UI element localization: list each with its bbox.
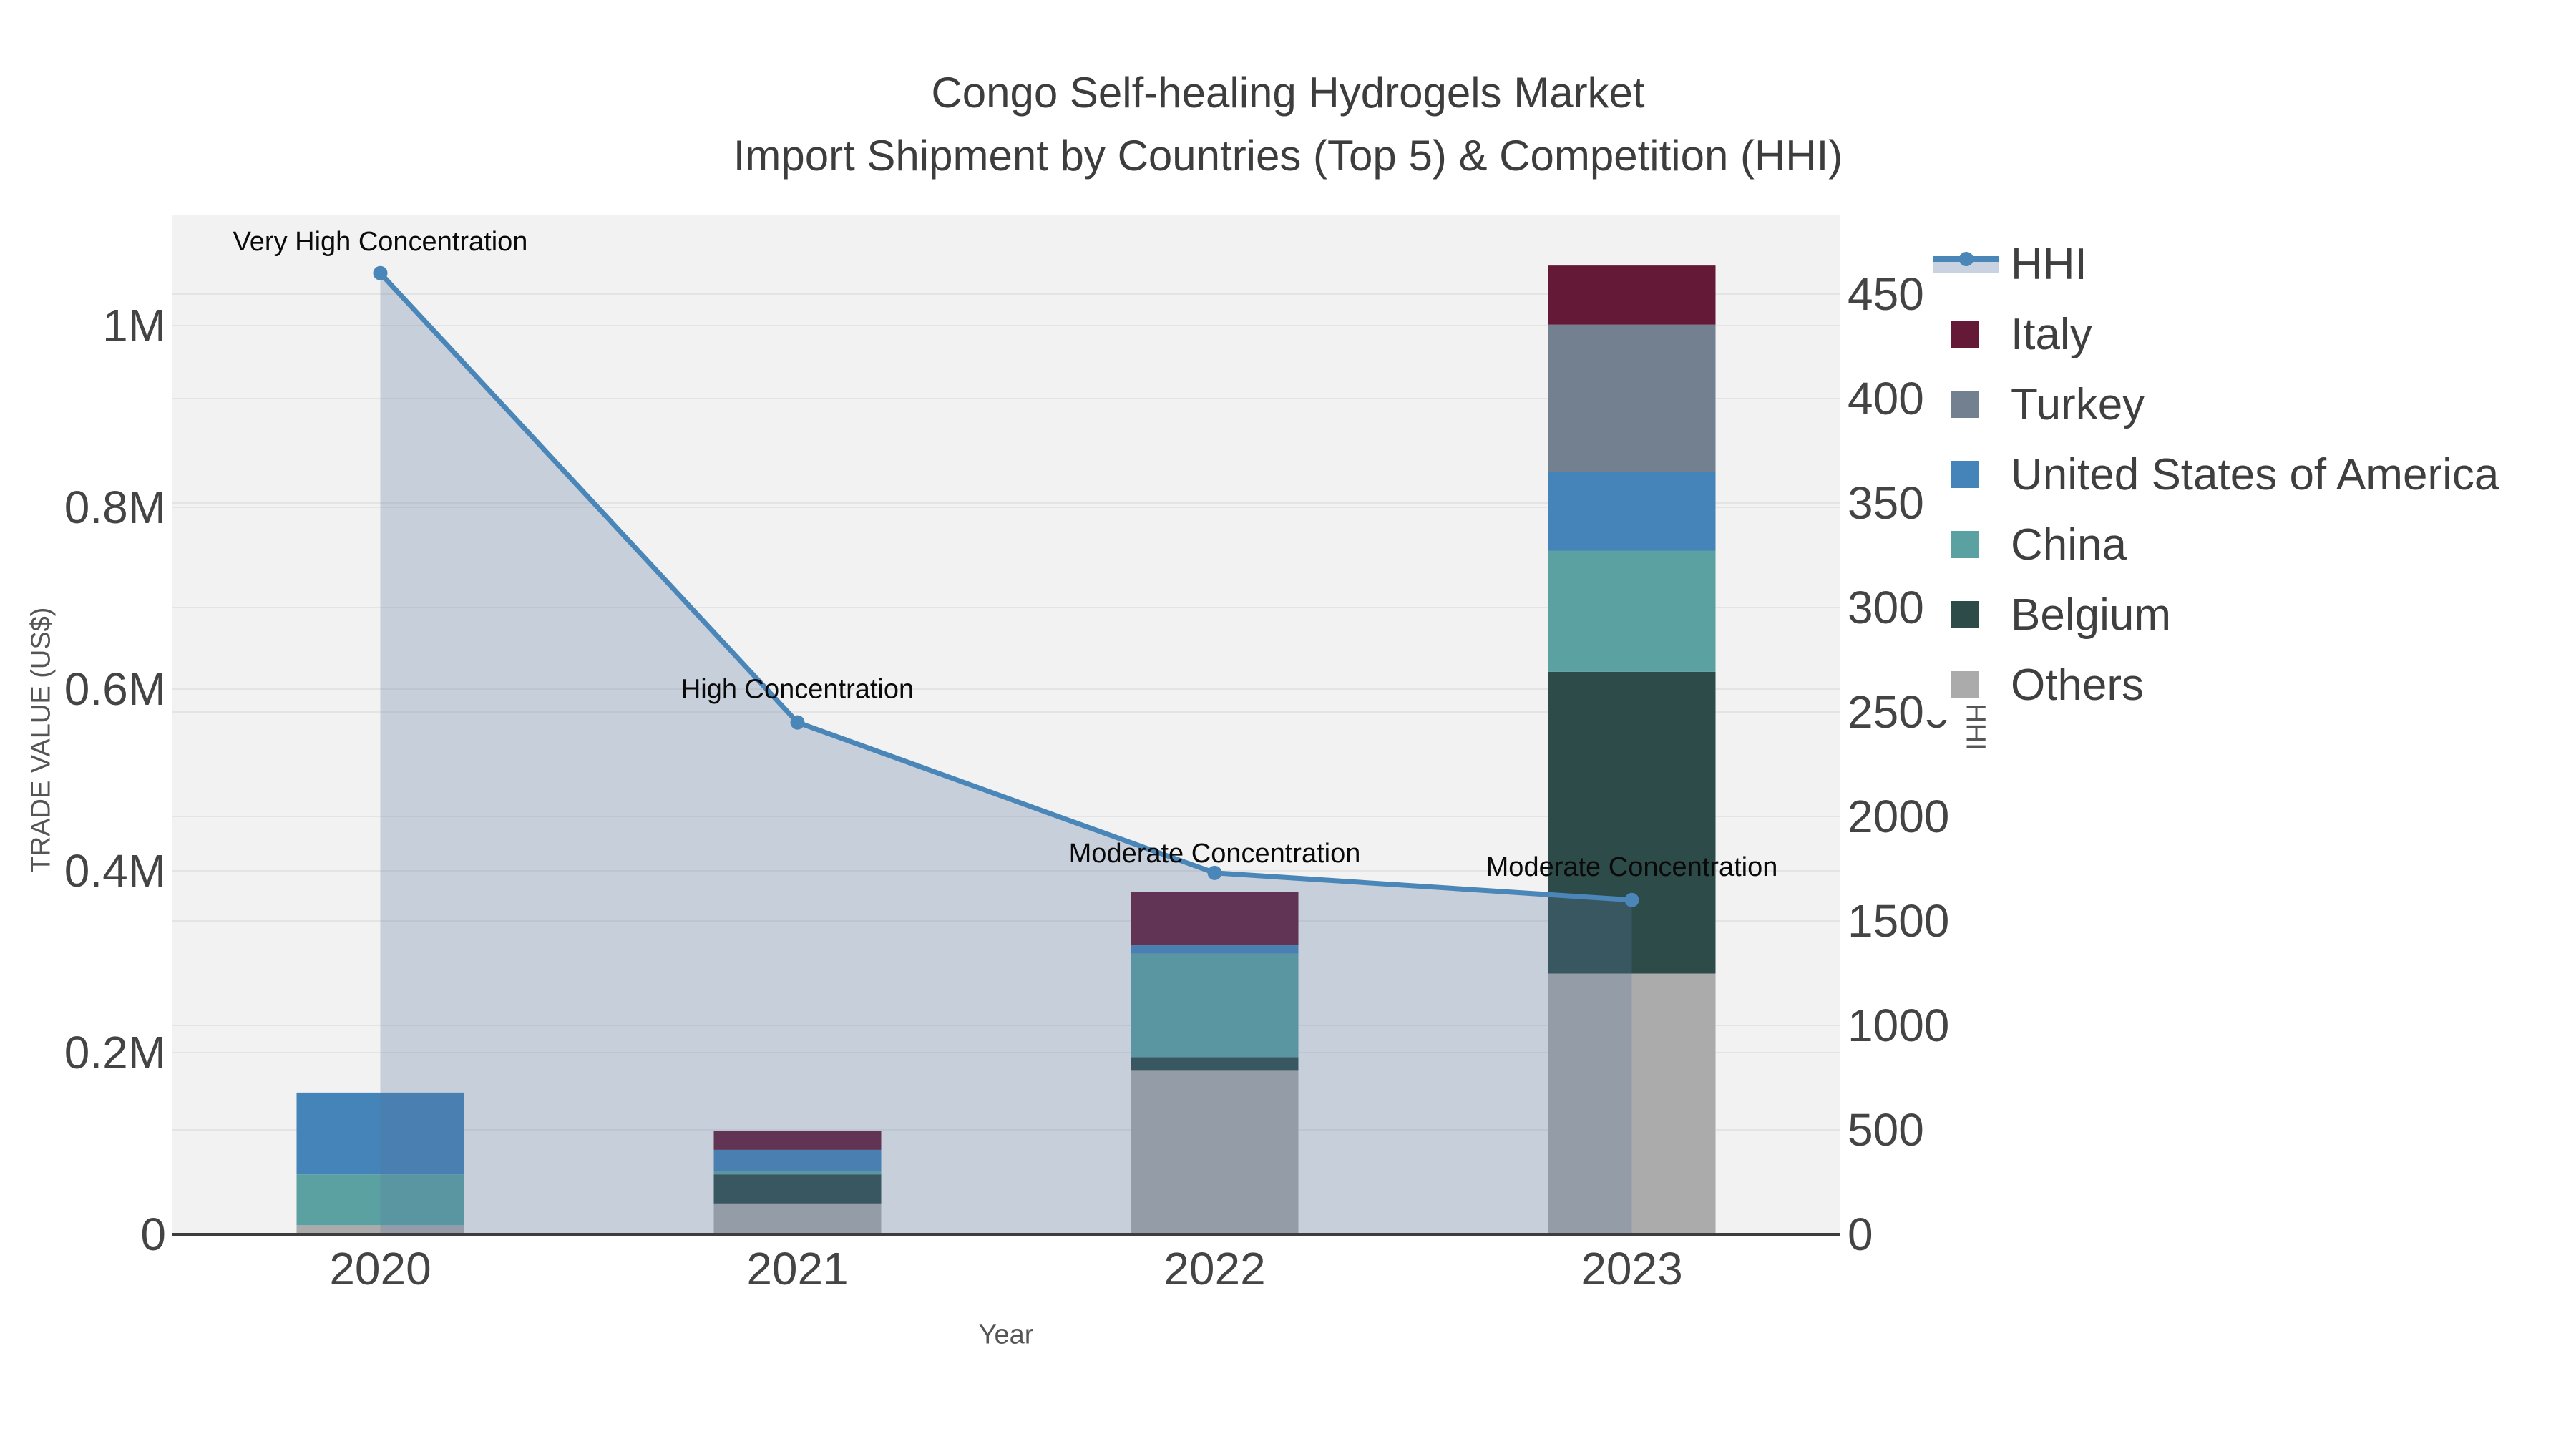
bar-segment-2022-Belgium bbox=[1131, 1057, 1299, 1071]
chart-title: Congo Self-healing Hydrogels Market Impo… bbox=[0, 62, 2576, 187]
annotation-2023: Moderate Concentration bbox=[1486, 852, 1778, 882]
hhi-line bbox=[378, 271, 1632, 903]
left-axis-title: TRADE VALUE (US$) bbox=[26, 607, 57, 873]
bar-segment-2022-Italy bbox=[1131, 892, 1299, 946]
color-swatch-icon bbox=[1933, 383, 1999, 426]
right-tick-1500: 1500 bbox=[1848, 895, 1949, 947]
legend-item-HHI[interactable]: HHI bbox=[1923, 229, 2567, 299]
legend-item-Italy[interactable]: Italy bbox=[1923, 299, 2567, 369]
legend-item-Belgium[interactable]: Belgium bbox=[1923, 580, 2567, 650]
hhi-area-fill bbox=[380, 273, 1632, 1234]
legend-label: United States of America bbox=[2011, 449, 2499, 499]
bar-segment-2021-Belgium bbox=[713, 1174, 882, 1204]
left-tick-0.2M: 0.2M bbox=[64, 1027, 166, 1078]
bar-segment-2022-Others bbox=[1131, 1070, 1299, 1234]
legend-label: China bbox=[2011, 519, 2127, 570]
right-axis-title: HHI bbox=[1960, 703, 1991, 751]
bar-segment-2023-Belgium bbox=[1548, 671, 1716, 974]
legend-item-United States of America[interactable]: United States of America bbox=[1923, 439, 2567, 509]
left-tick-0: 0 bbox=[140, 1209, 166, 1260]
bar-segment-2022-China bbox=[1131, 953, 1299, 1058]
x-tick-2022: 2022 bbox=[1163, 1243, 1265, 1294]
legend-item-China[interactable]: China bbox=[1923, 509, 2567, 580]
color-swatch-icon bbox=[1933, 593, 1999, 636]
legend-label: HHI bbox=[2011, 239, 2087, 289]
bar-segment-2021-Italy bbox=[713, 1131, 882, 1150]
right-tick-2000: 2000 bbox=[1848, 791, 1949, 842]
legend-label: Italy bbox=[2011, 309, 2092, 359]
bar-segment-2023-Others bbox=[1548, 973, 1716, 1234]
bar-segment-2020-China bbox=[296, 1174, 464, 1226]
legend: HHI Italy Turkey United States of America Ch… bbox=[1923, 229, 2567, 720]
bar-segment-2020-United States of America bbox=[296, 1092, 464, 1175]
bar-segment-2020-Others bbox=[296, 1225, 464, 1234]
right-tick-0: 0 bbox=[1848, 1209, 1873, 1260]
bar-segment-2021-China bbox=[713, 1171, 882, 1175]
right-tick-1000: 1000 bbox=[1848, 1000, 1949, 1051]
hhi-marker-2023 bbox=[1624, 892, 1639, 907]
legend-label: Turkey bbox=[2011, 379, 2145, 429]
x-tick-2020: 2020 bbox=[329, 1243, 431, 1294]
bar-segment-2023-Italy bbox=[1548, 265, 1716, 325]
hhi-marker-2020 bbox=[373, 265, 388, 280]
annotation-2022: Moderate Concentration bbox=[1069, 839, 1361, 869]
legend-item-Turkey[interactable]: Turkey bbox=[1923, 369, 2567, 439]
annotation-2020: Very High Concentration bbox=[233, 227, 528, 257]
left-tick-0.6M: 0.6M bbox=[64, 663, 166, 715]
bar-segment-2021-United States of America bbox=[713, 1149, 882, 1171]
hhi-marker-2021 bbox=[790, 715, 805, 730]
legend-label: Belgium bbox=[2011, 590, 2171, 640]
annotation-2021: High Concentration bbox=[681, 675, 914, 705]
left-tick-1M: 1M bbox=[102, 300, 166, 351]
color-swatch-icon bbox=[1933, 523, 1999, 566]
right-tick-500: 500 bbox=[1848, 1104, 1924, 1156]
color-swatch-icon bbox=[1933, 313, 1999, 356]
legend-item-Others[interactable]: Others bbox=[1923, 650, 2567, 720]
color-swatch-icon bbox=[1933, 663, 1999, 706]
left-tick-0.8M: 0.8M bbox=[64, 482, 166, 533]
hhi-line-swatch-icon bbox=[1933, 243, 1999, 286]
bar-segment-2023-China bbox=[1548, 550, 1716, 672]
color-swatch-icon bbox=[1933, 453, 1999, 496]
x-axis-title: Year bbox=[978, 1319, 1034, 1350]
hhi-marker-2022 bbox=[1207, 865, 1222, 880]
left-tick-0.4M: 0.4M bbox=[64, 845, 166, 897]
chart-title-line1: Congo Self-healing Hydrogels Market bbox=[931, 69, 1645, 117]
bar-segment-2023-United States of America bbox=[1548, 472, 1716, 551]
bar-segment-2021-Others bbox=[713, 1203, 882, 1234]
bar-segment-2023-Turkey bbox=[1548, 324, 1716, 472]
chart-title-line2: Import Shipment by Countries (Top 5) & C… bbox=[733, 132, 1843, 180]
bar-segment-2022-United States of America bbox=[1131, 945, 1299, 954]
x-tick-2021: 2021 bbox=[746, 1243, 848, 1294]
x-tick-2023: 2023 bbox=[1581, 1243, 1682, 1294]
legend-label: Others bbox=[2011, 660, 2145, 710]
